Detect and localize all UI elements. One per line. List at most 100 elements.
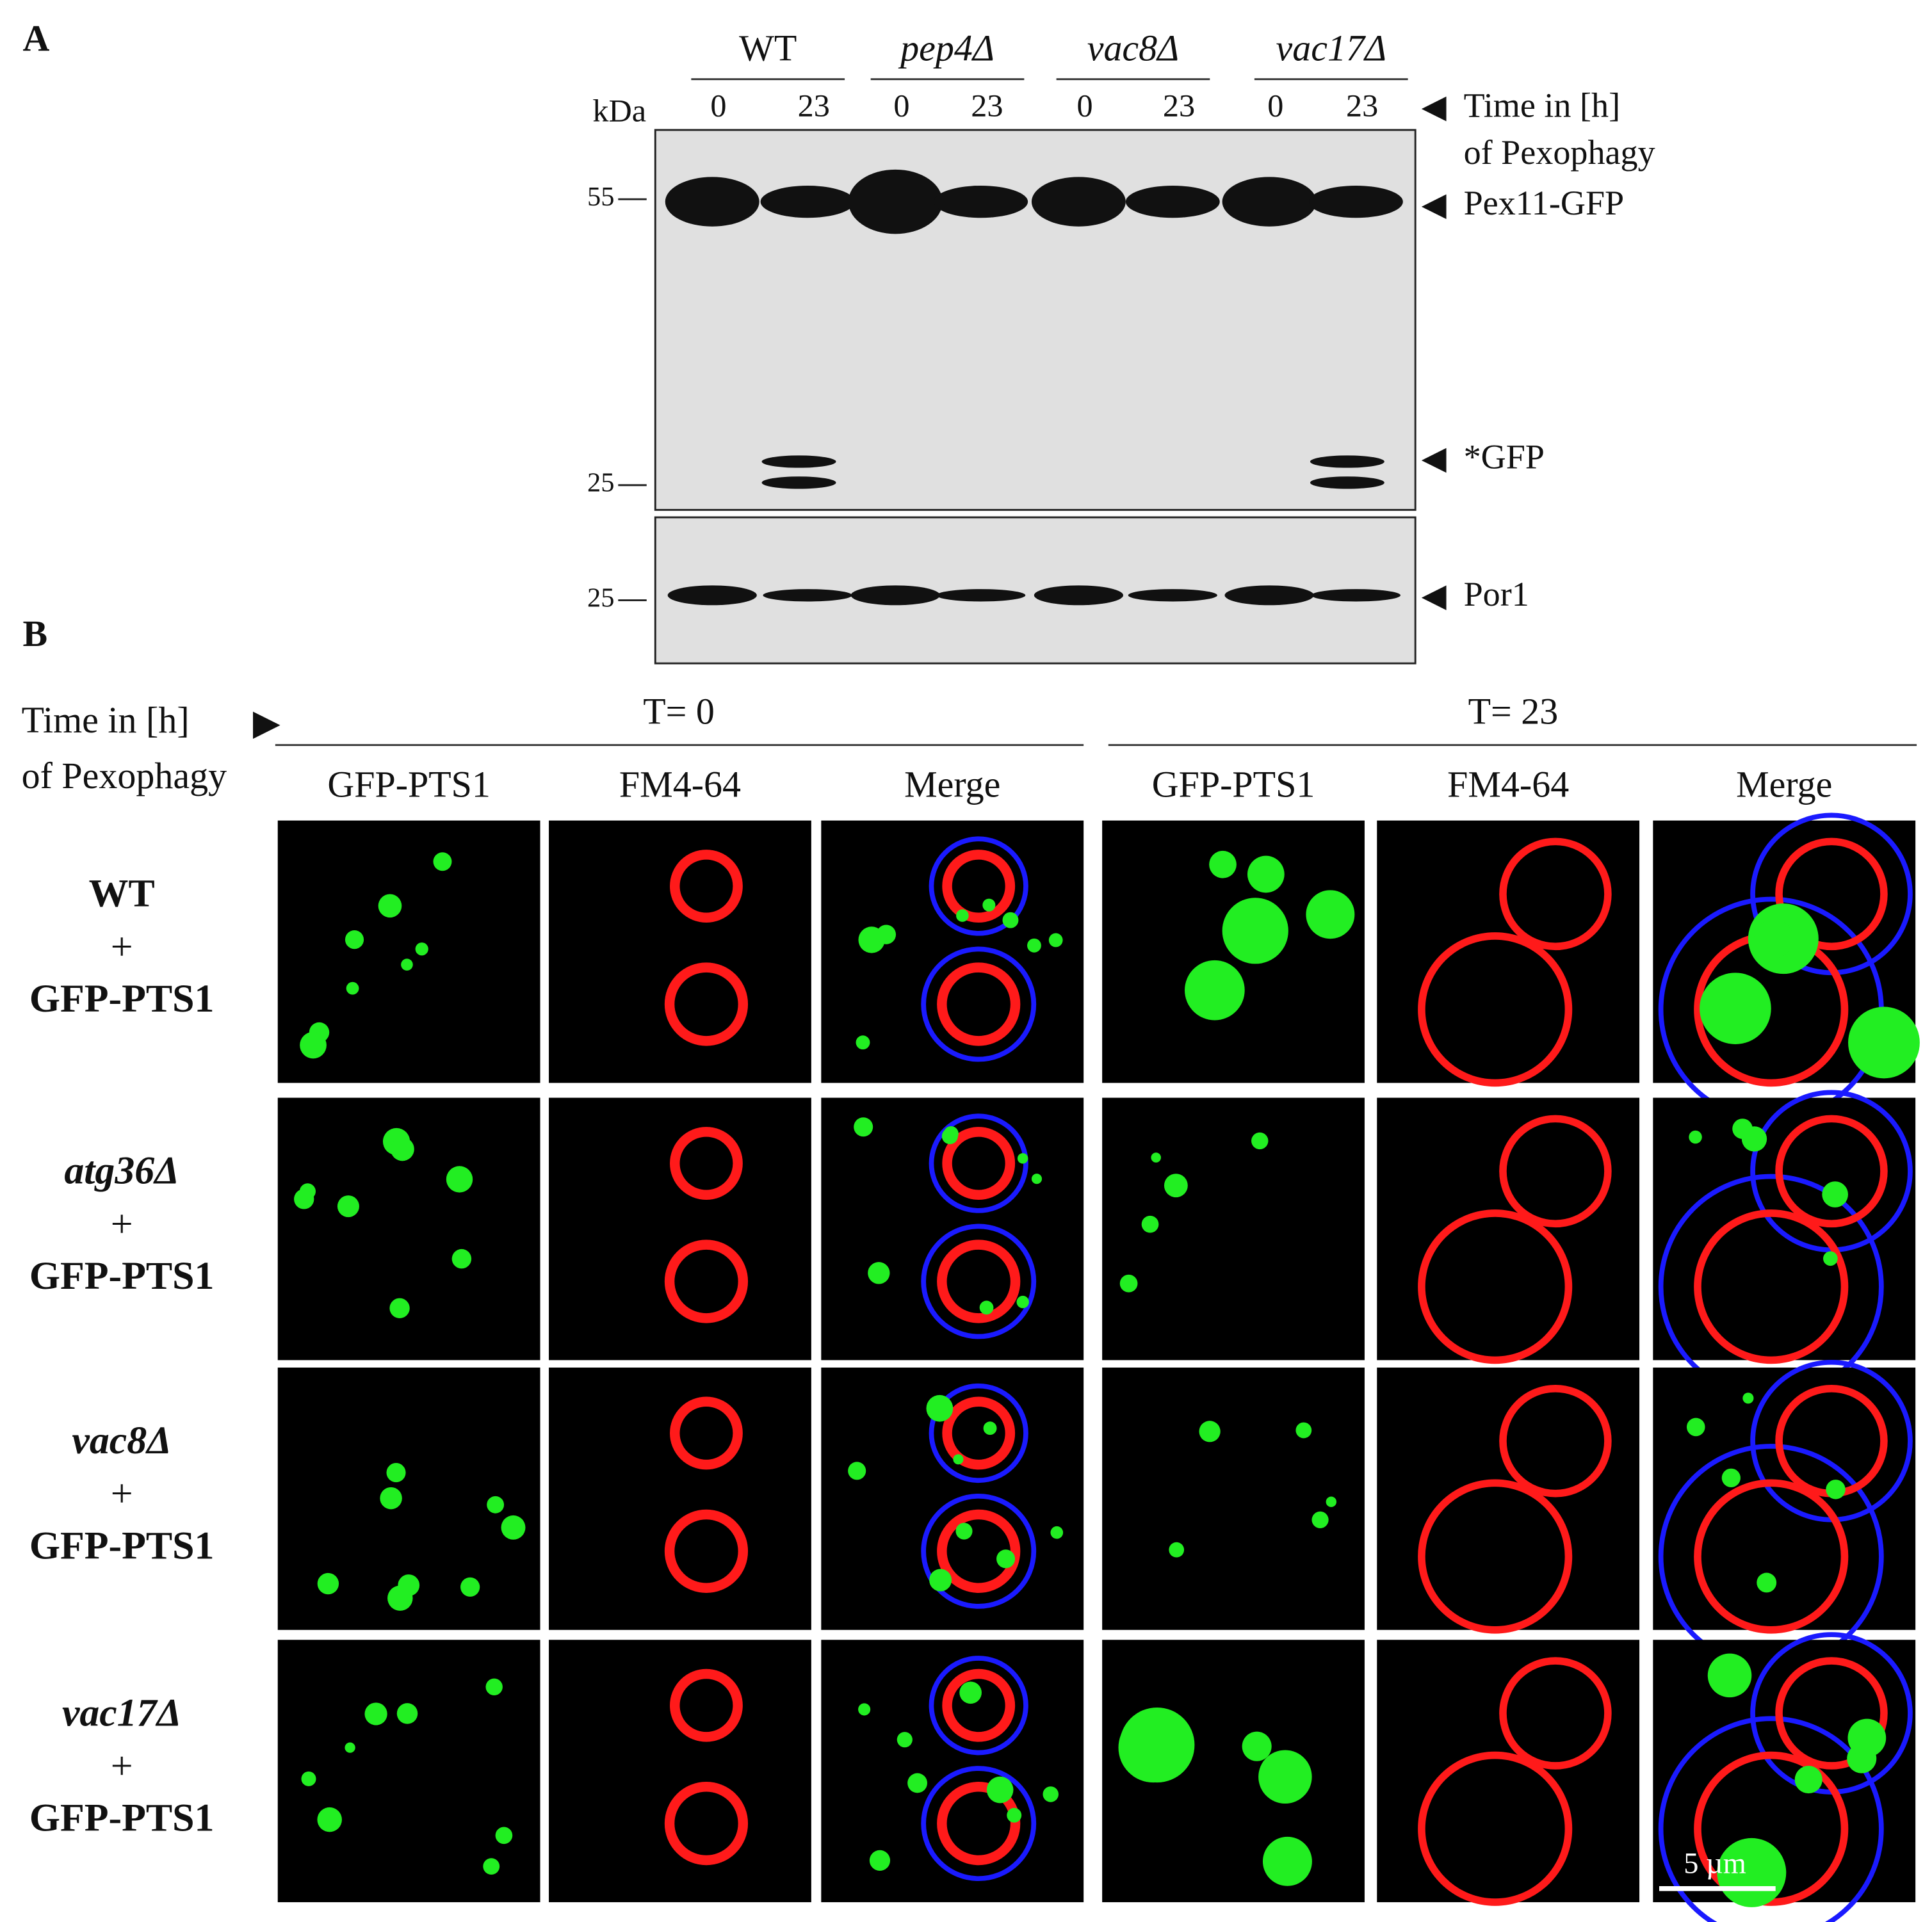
vacuole xyxy=(664,1509,749,1593)
vacuole xyxy=(1694,1479,1849,1634)
peroxisome xyxy=(1732,1118,1753,1139)
vacuole xyxy=(670,1127,743,1200)
pex11-band xyxy=(1222,177,1317,227)
peroxisome xyxy=(483,1858,500,1875)
gfp-band xyxy=(1310,455,1384,468)
peroxisome xyxy=(1326,1496,1337,1507)
vacuole xyxy=(937,1782,1021,1866)
vacuole xyxy=(1418,1209,1573,1364)
peroxisome xyxy=(451,1248,472,1269)
peroxisome xyxy=(1258,1750,1312,1804)
peroxisome xyxy=(854,1117,873,1137)
micrograph xyxy=(277,1640,540,1903)
cell-outline xyxy=(921,946,1037,1062)
vacuole xyxy=(942,1668,1016,1742)
gfp-band xyxy=(761,455,836,468)
peroxisome xyxy=(869,1850,891,1871)
time-label: Time in [h] xyxy=(22,699,190,741)
peroxisome xyxy=(301,1771,316,1786)
row-construct: GFP-PTS1 xyxy=(29,1254,215,1298)
peroxisome xyxy=(1016,1295,1029,1309)
cell-outline xyxy=(1658,1716,1884,1922)
peroxisome xyxy=(1794,1766,1822,1794)
por1-band xyxy=(1034,585,1123,606)
peroxisome xyxy=(1050,1526,1064,1539)
peroxisome xyxy=(1141,1215,1159,1233)
peroxisome xyxy=(996,1549,1016,1569)
pex11-band xyxy=(760,185,855,218)
lane-time: 23 xyxy=(1163,88,1195,124)
lane-time: 0 xyxy=(893,88,909,124)
peroxisome xyxy=(1199,1421,1221,1442)
row-strain: vac17Δ xyxy=(62,1691,181,1734)
peroxisome xyxy=(317,1572,339,1595)
peroxisome xyxy=(300,1031,327,1059)
vacuole xyxy=(942,850,1016,923)
peroxisome xyxy=(364,1702,387,1725)
marker-label: 55 xyxy=(587,182,615,212)
peroxisome xyxy=(929,1569,952,1592)
peroxisome xyxy=(982,898,996,912)
peroxisome xyxy=(495,1827,513,1845)
timepoint: T= 23 xyxy=(1468,691,1559,732)
peroxisome xyxy=(1700,973,1771,1044)
peroxisome xyxy=(294,1189,314,1209)
peroxisome xyxy=(1119,1707,1195,1783)
strain-label: pep4Δ xyxy=(898,27,994,69)
row-plus: + xyxy=(111,1202,133,1246)
peroxisome xyxy=(390,1137,414,1161)
peroxisome xyxy=(487,1496,505,1514)
row-plus: + xyxy=(111,925,133,969)
micrograph xyxy=(1102,1368,1365,1630)
peroxisome xyxy=(1119,1274,1138,1293)
band-label: Por1 xyxy=(1464,575,1529,613)
por1-band xyxy=(1128,589,1217,602)
strain-label: vac8Δ xyxy=(1087,27,1180,69)
vacuole xyxy=(670,1396,743,1470)
cell-outline xyxy=(921,1493,1037,1609)
peroxisome xyxy=(1251,1132,1269,1150)
arrowhead xyxy=(1421,585,1447,610)
peroxisome xyxy=(387,1585,413,1611)
peroxisome xyxy=(986,1776,1014,1804)
vacuole xyxy=(937,962,1021,1046)
peroxisome xyxy=(1247,855,1285,893)
peroxisome xyxy=(337,1195,359,1218)
peroxisome xyxy=(1742,1393,1754,1404)
peroxisome xyxy=(955,1522,973,1540)
lane-time: 0 xyxy=(710,88,726,124)
vacuole xyxy=(664,1240,749,1323)
cell-outline xyxy=(929,1656,1028,1756)
peroxisome xyxy=(1151,1152,1161,1163)
vacuole xyxy=(1694,1209,1849,1364)
band-label: *GFP xyxy=(1464,438,1545,476)
peroxisome xyxy=(378,894,402,918)
peroxisome xyxy=(345,1742,355,1753)
marker-label: 25 xyxy=(587,583,615,613)
peroxisome xyxy=(433,852,452,871)
peroxisome xyxy=(389,1298,410,1318)
peroxisome xyxy=(380,1487,402,1510)
peroxisome xyxy=(1048,933,1063,948)
arrowhead xyxy=(253,711,280,739)
por1-band xyxy=(1311,589,1400,602)
vacuole xyxy=(1499,1115,1612,1228)
peroxisome xyxy=(858,1703,871,1716)
lane-time: 23 xyxy=(798,88,830,124)
peroxisome xyxy=(876,925,897,944)
arrowhead xyxy=(1421,96,1447,122)
panel-label: A xyxy=(23,17,50,59)
peroxisome xyxy=(1164,1174,1188,1198)
peroxisome xyxy=(979,1300,994,1315)
peroxisome xyxy=(868,1262,890,1284)
peroxisome xyxy=(1689,1130,1702,1144)
vacuole xyxy=(670,850,743,923)
row-construct: GFP-PTS1 xyxy=(29,1524,215,1567)
cell-outline xyxy=(929,1113,1028,1213)
peroxisome xyxy=(1822,1181,1848,1207)
peroxisome xyxy=(1311,1511,1329,1528)
time-label: of Pexophagy xyxy=(22,755,227,796)
peroxisome xyxy=(956,909,969,922)
peroxisome xyxy=(1823,1251,1838,1266)
